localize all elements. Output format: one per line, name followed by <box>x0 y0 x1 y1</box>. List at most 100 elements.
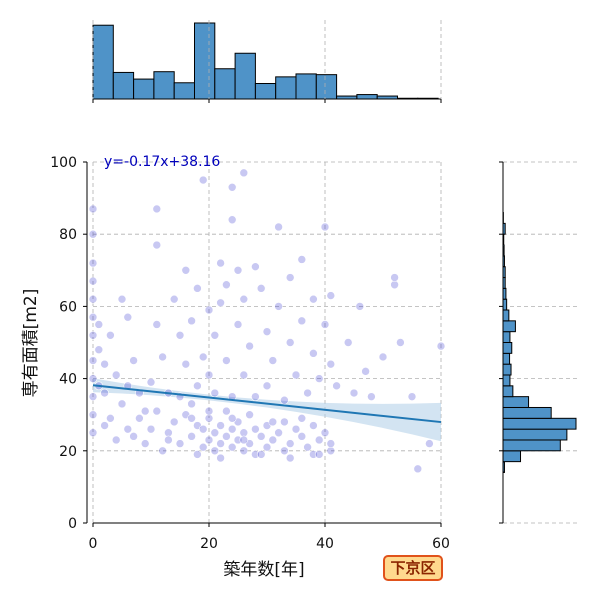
scatter-point <box>262 327 272 336</box>
scatter-point <box>88 204 98 214</box>
scatter-point <box>146 424 156 434</box>
scatter-point <box>216 421 225 430</box>
y-histogram-bar <box>502 439 561 452</box>
scatter-point <box>204 435 214 445</box>
grid-lines <box>92 161 442 524</box>
regression-line <box>92 384 442 424</box>
scatter-point <box>181 359 191 369</box>
y-axis-label: 専有面積[m2] <box>21 289 41 398</box>
scatter-point <box>274 428 283 438</box>
scatter-point <box>123 312 133 322</box>
scatter-point <box>239 294 249 304</box>
scatter-point <box>117 399 127 409</box>
y-histogram-bar <box>502 385 514 398</box>
scatter-point <box>320 222 330 232</box>
scatter-point <box>216 453 225 463</box>
regression-equation: y=-0.17x+38.16 <box>104 154 220 170</box>
y-marginal-histogram <box>499 161 580 524</box>
scatter-point <box>251 392 260 401</box>
scatter-point <box>425 439 434 448</box>
scatter-point <box>129 356 138 365</box>
scatter-point <box>158 352 167 362</box>
scatter-point <box>216 439 225 448</box>
scatter-point <box>135 414 144 423</box>
x-histogram-bar <box>214 68 236 100</box>
scatter-point <box>239 370 249 380</box>
scatter-point <box>204 370 214 380</box>
scatter-point <box>187 432 196 441</box>
x-histogram-bar <box>254 83 277 100</box>
scatter-point <box>204 414 214 423</box>
district-badge: 下京区 <box>383 555 443 581</box>
scatter-point <box>378 352 388 362</box>
scatter-point <box>222 356 231 365</box>
scatter-point <box>222 280 231 290</box>
scatter-point <box>175 439 185 448</box>
x-tick-label: 0 <box>89 536 98 552</box>
scatter-point <box>140 439 150 448</box>
x-tick-label: 40 <box>316 536 334 552</box>
scatter-point <box>88 374 98 383</box>
scatter-point <box>309 421 318 430</box>
scatter-point <box>291 424 301 434</box>
scatter-point <box>251 262 260 271</box>
scatter-point <box>326 359 336 369</box>
scatter-point <box>88 356 98 365</box>
scatter-point <box>88 410 98 420</box>
y-histogram-bar <box>502 396 530 408</box>
scatter-point <box>129 432 138 441</box>
scatter-point <box>326 291 336 300</box>
scatter-point <box>320 320 330 329</box>
scatter-point <box>88 392 98 401</box>
scatter-point <box>297 255 307 264</box>
scatter-point <box>390 273 399 282</box>
scatter-point <box>198 424 208 434</box>
x-histogram-bar <box>295 73 317 100</box>
scatter-point <box>106 330 115 340</box>
scatter-point <box>268 417 278 427</box>
scatter-point <box>274 302 283 311</box>
scatter-point <box>291 370 301 380</box>
x-histogram-bar <box>133 78 155 100</box>
scatter-points <box>88 168 446 474</box>
scatter-point <box>111 435 121 445</box>
scatter-point <box>262 442 272 452</box>
scatter-point <box>268 435 278 445</box>
scatter-point <box>193 284 202 293</box>
x-axis-label: 築年数[年] <box>223 560 304 580</box>
scatter-point <box>303 442 312 452</box>
y-histogram-bar <box>502 417 577 430</box>
scatter-point <box>123 424 133 434</box>
x-histogram-bar <box>92 24 114 100</box>
scatter-point <box>245 341 254 351</box>
y-tick-label: 80 <box>59 227 77 243</box>
scatter-point <box>187 399 196 409</box>
scatter-point <box>233 320 243 329</box>
scatter-point <box>100 359 109 369</box>
scatter-point <box>210 330 220 340</box>
scatter-point <box>326 439 336 448</box>
scatter-point <box>140 406 150 416</box>
scatter-point <box>187 414 196 423</box>
scatter-point <box>152 240 162 250</box>
x-marginal-histogram <box>92 20 442 103</box>
y-histogram-bar <box>502 298 508 311</box>
scatter-point <box>94 320 104 329</box>
scatter-point <box>309 294 318 304</box>
scatter-point <box>100 388 109 398</box>
scatter-point <box>407 392 417 401</box>
scatter-point <box>239 446 249 456</box>
scatter-point <box>396 338 405 347</box>
scatter-point <box>193 450 202 459</box>
scatter-point <box>158 446 167 456</box>
x-tick-label: 60 <box>432 536 450 552</box>
scatter-point <box>198 442 208 452</box>
scatter-point <box>390 280 399 290</box>
scatter-point <box>88 312 98 322</box>
scatter-point <box>285 439 295 448</box>
scatter-point <box>320 428 330 438</box>
x-histogram-bar <box>194 22 216 100</box>
x-tick-label: 20 <box>200 536 218 552</box>
scatter-point <box>193 381 202 391</box>
